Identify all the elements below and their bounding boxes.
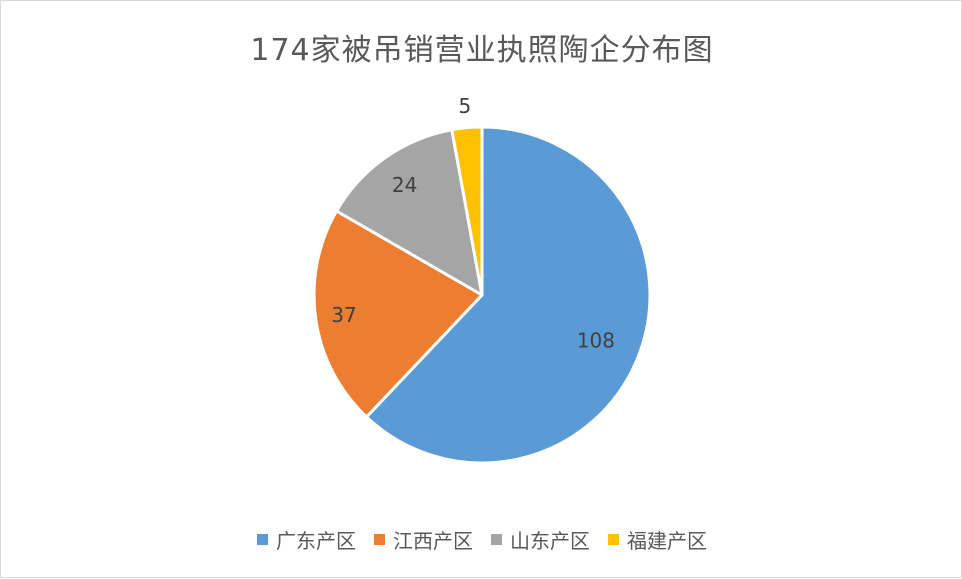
legend: 广东产区 江西产区 山东产区 福建产区 (1, 525, 962, 554)
legend-label: 山东产区 (510, 529, 590, 553)
legend-swatch (491, 534, 502, 545)
pie-slice-jiangxi (312, 209, 484, 419)
pie-slice-guangdong (364, 125, 652, 465)
legend-label: 广东产区 (276, 529, 356, 553)
legend-swatch (374, 534, 385, 545)
legend-item-fujian: 福建产区 (608, 525, 707, 554)
legend-swatch (257, 534, 268, 545)
legend-item-shandong: 山东产区 (491, 525, 590, 554)
data-label-fujian: 5 (459, 94, 472, 118)
data-label-guangdong: 108 (577, 328, 615, 352)
chart-title: 174家被吊销营业执照陶企分布图 (250, 33, 714, 68)
data-label-shandong: 24 (392, 173, 417, 197)
data-label-jiangxi: 37 (331, 303, 356, 327)
legend-item-guangdong: 广东产区 (257, 525, 356, 554)
legend-item-jiangxi: 江西产区 (374, 525, 473, 554)
legend-label: 福建产区 (627, 529, 707, 553)
legend-swatch (608, 534, 619, 545)
pie-slice-fujian (450, 125, 484, 297)
pie-slice-shandong (335, 128, 484, 297)
legend-label: 江西产区 (393, 529, 473, 553)
